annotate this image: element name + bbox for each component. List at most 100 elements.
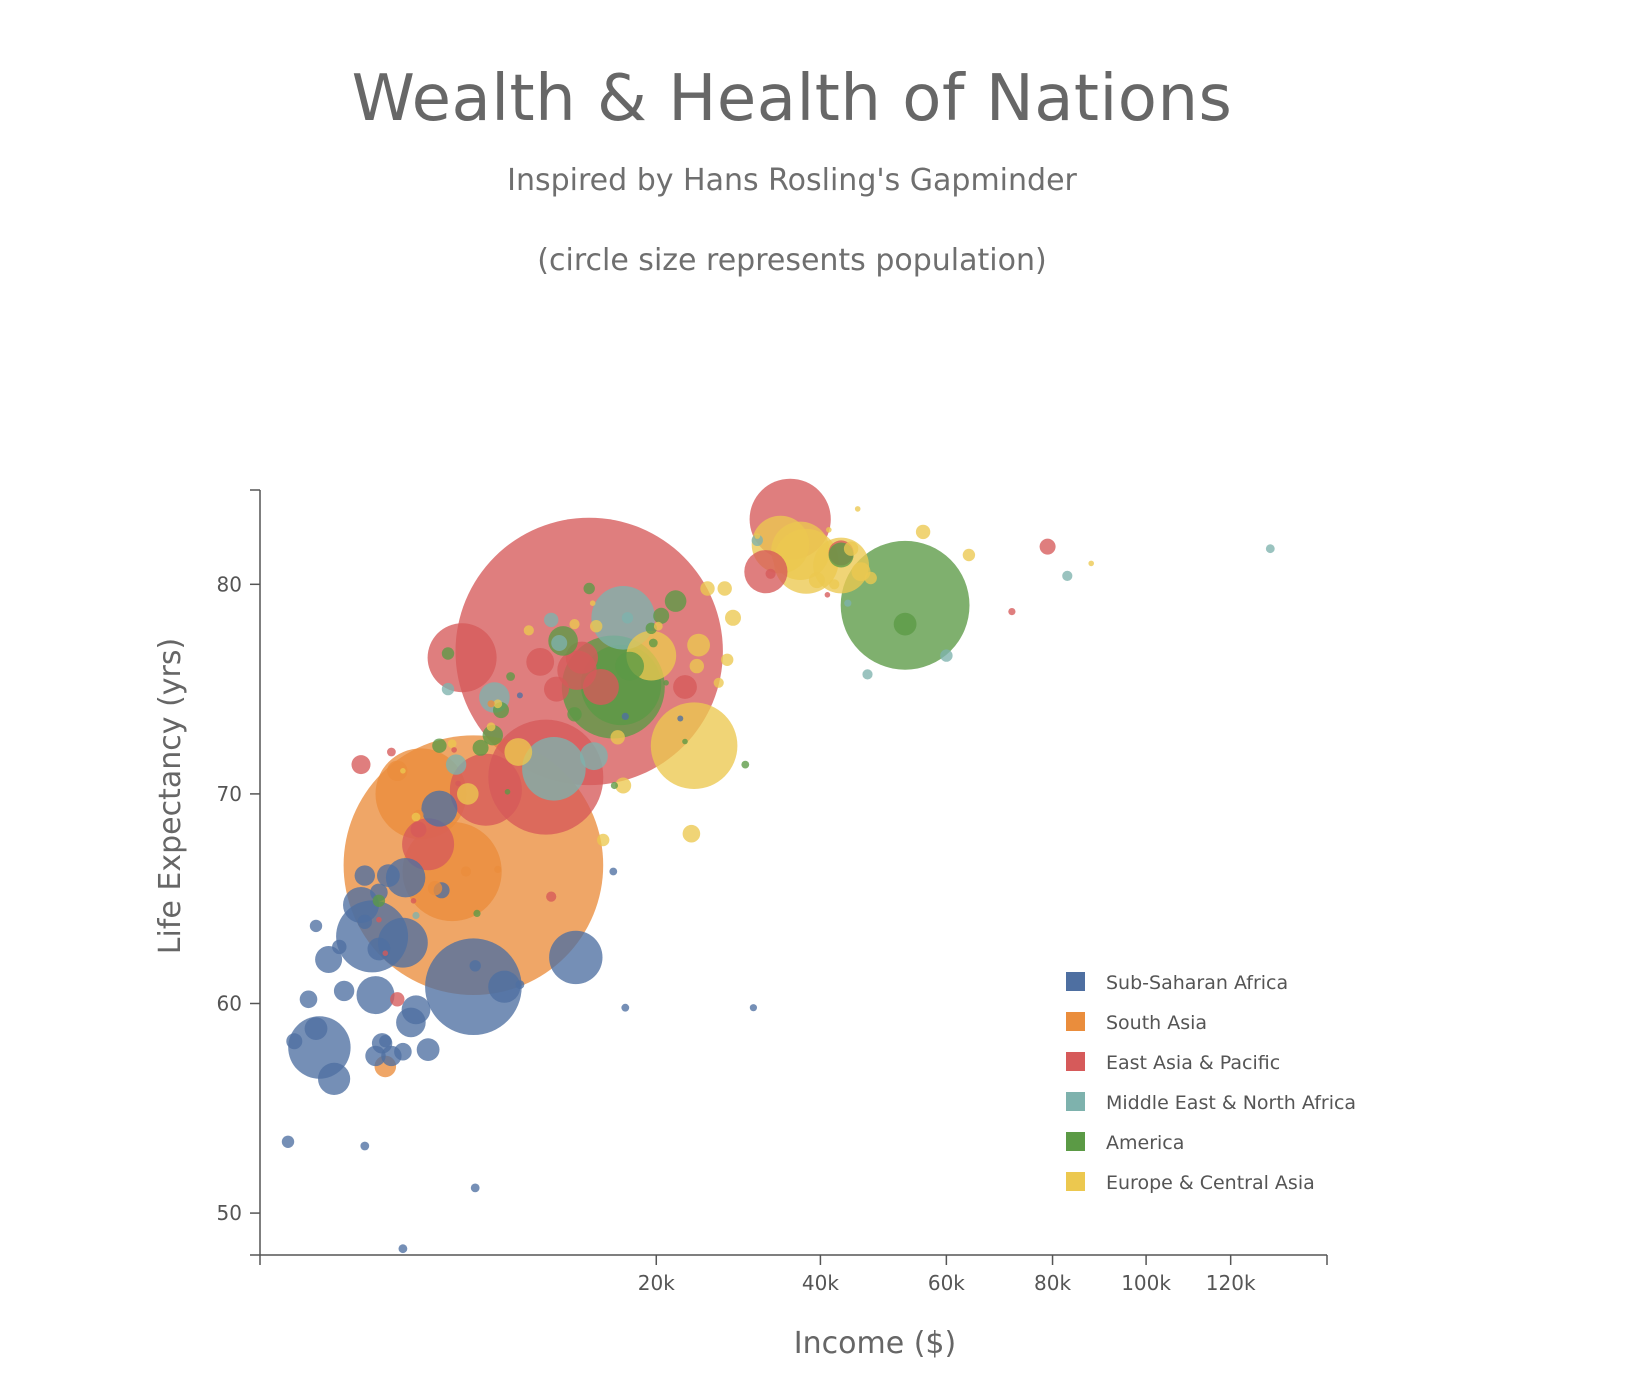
data-point[interactable] (648, 638, 658, 648)
data-point[interactable] (367, 937, 391, 961)
data-point[interactable] (582, 669, 619, 705)
data-point[interactable] (621, 612, 634, 624)
data-point[interactable] (398, 1244, 408, 1254)
data-point[interactable] (416, 1038, 440, 1061)
data-point[interactable] (826, 527, 832, 533)
data-point[interactable] (663, 680, 669, 686)
data-point[interactable] (441, 682, 455, 696)
data-point[interactable] (689, 658, 704, 674)
data-point[interactable] (721, 653, 734, 666)
data-point[interactable] (449, 753, 522, 826)
data-point[interactable] (844, 599, 852, 607)
data-point[interactable] (526, 648, 555, 676)
data-point[interactable] (286, 1033, 303, 1050)
data-point[interactable] (546, 891, 557, 902)
data-point[interactable] (549, 930, 603, 985)
data-point[interactable] (470, 1183, 480, 1193)
data-point[interactable] (650, 702, 738, 789)
data-point[interactable] (615, 777, 632, 794)
data-point[interactable] (673, 675, 697, 699)
data-point[interactable] (1088, 560, 1094, 567)
data-point[interactable] (372, 894, 386, 907)
data-point[interactable] (309, 919, 323, 933)
data-point[interactable] (713, 677, 724, 688)
data-point[interactable] (357, 914, 372, 929)
data-point[interactable] (590, 620, 603, 633)
data-point[interactable] (653, 607, 670, 624)
data-point[interactable] (515, 980, 525, 989)
data-point[interactable] (486, 722, 496, 732)
data-point[interactable] (410, 898, 417, 904)
data-point[interactable] (551, 635, 568, 651)
data-point[interactable] (717, 581, 732, 596)
data-point[interactable] (504, 738, 533, 766)
data-point[interactable] (318, 1062, 351, 1095)
data-point[interactable] (741, 760, 750, 769)
data-point[interactable] (343, 887, 379, 923)
data-point[interactable] (725, 609, 741, 626)
data-point[interactable] (621, 712, 629, 721)
data-point[interactable] (401, 995, 431, 1025)
data-point[interactable] (333, 980, 355, 1002)
data-point[interactable] (523, 625, 534, 636)
data-point[interactable] (427, 881, 443, 896)
data-point[interactable] (382, 950, 389, 956)
data-point[interactable] (609, 867, 618, 876)
data-point[interactable] (615, 651, 644, 681)
data-point[interactable] (1062, 570, 1073, 582)
data-point[interactable] (621, 1003, 630, 1012)
data-point[interactable] (455, 780, 461, 787)
data-point[interactable] (376, 916, 382, 923)
data-point[interactable] (377, 864, 400, 887)
data-point[interactable] (893, 612, 917, 636)
data-point[interactable] (843, 541, 859, 556)
data-point[interactable] (460, 866, 471, 877)
data-point[interactable] (394, 1042, 412, 1061)
data-point[interactable] (569, 619, 580, 630)
data-point[interactable] (1265, 544, 1275, 554)
data-point[interactable] (589, 600, 596, 606)
data-point[interactable] (379, 1035, 392, 1048)
data-point[interactable] (400, 768, 406, 774)
data-point[interactable] (447, 739, 457, 748)
data-point[interactable] (962, 548, 976, 562)
data-point[interactable] (451, 747, 457, 753)
data-point[interactable] (751, 534, 763, 546)
data-point[interactable] (493, 699, 503, 709)
data-point[interactable] (580, 742, 608, 771)
data-point[interactable] (506, 672, 515, 681)
data-point[interactable] (356, 976, 395, 1015)
data-point[interactable] (332, 939, 347, 955)
data-point[interactable] (441, 647, 455, 660)
data-point[interactable] (522, 737, 586, 801)
data-point[interactable] (682, 824, 701, 843)
data-point[interactable] (281, 1135, 295, 1149)
data-point[interactable] (516, 692, 523, 699)
data-point[interactable] (304, 1017, 328, 1040)
data-point[interactable] (682, 738, 688, 745)
data-point[interactable] (390, 992, 405, 1007)
data-point[interactable] (744, 550, 788, 594)
data-point[interactable] (597, 833, 610, 847)
data-point[interactable] (487, 700, 495, 708)
data-point[interactable] (749, 1004, 758, 1012)
data-point[interactable] (445, 754, 467, 775)
data-point[interactable] (1039, 538, 1056, 555)
data-point[interactable] (412, 911, 420, 920)
data-point[interactable] (808, 572, 825, 589)
data-point[interactable] (351, 755, 371, 775)
data-point[interactable] (387, 747, 396, 757)
data-point[interactable] (472, 739, 489, 756)
data-point[interactable] (677, 715, 684, 722)
data-point[interactable] (653, 621, 663, 631)
data-point[interactable] (940, 649, 953, 662)
data-point[interactable] (354, 865, 375, 886)
data-point[interactable] (299, 990, 318, 1009)
data-point[interactable] (425, 938, 522, 1035)
data-point[interactable] (915, 524, 931, 540)
data-point[interactable] (410, 821, 427, 838)
data-point[interactable] (473, 909, 481, 918)
data-point[interactable] (457, 783, 479, 805)
data-point[interactable] (610, 730, 625, 745)
data-point[interactable] (664, 590, 687, 612)
